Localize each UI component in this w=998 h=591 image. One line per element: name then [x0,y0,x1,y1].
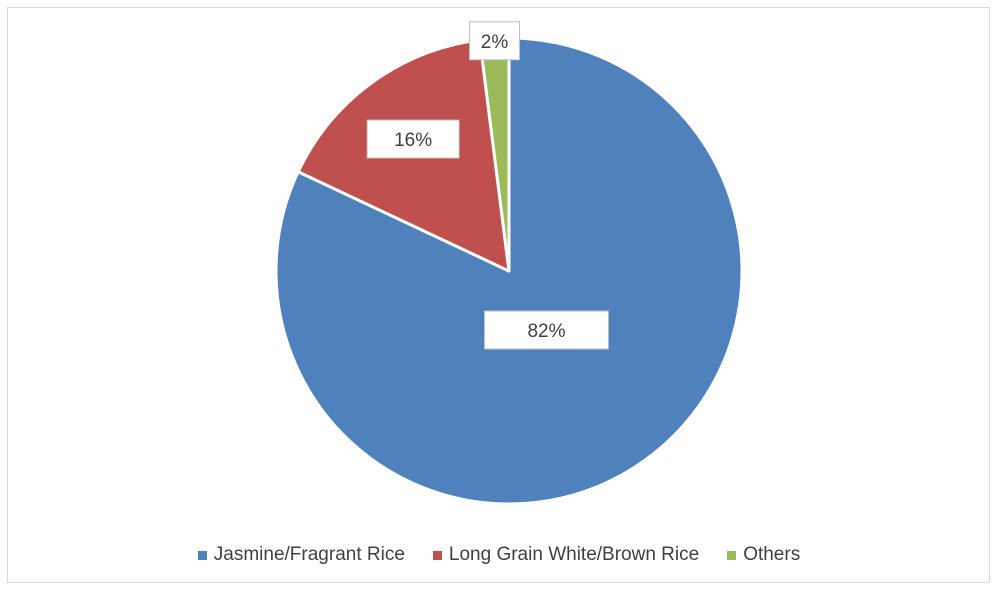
legend-label-others: Others [743,544,800,566]
legend-item-long-grain: Long Grain White/Brown Rice [433,544,699,566]
data-label-text-jasmine: 82% [527,321,565,342]
data-label-others: 2% [470,22,520,60]
data-label-long-grain: 16% [367,120,459,158]
legend: Jasmine/Fragrant Rice Long Grain White/B… [0,544,998,566]
legend-swatch-others [727,551,736,560]
legend-item-jasmine: Jasmine/Fragrant Rice [198,544,405,566]
data-label-text-others: 2% [481,32,509,53]
data-label-text-long-grain: 16% [394,130,432,151]
legend-swatch-jasmine [198,551,207,560]
legend-label-jasmine: Jasmine/Fragrant Rice [214,544,405,566]
legend-label-long-grain: Long Grain White/Brown Rice [449,544,699,566]
data-label-jasmine: 82% [484,311,608,349]
legend-swatch-long-grain [433,551,442,560]
legend-item-others: Others [727,544,800,566]
